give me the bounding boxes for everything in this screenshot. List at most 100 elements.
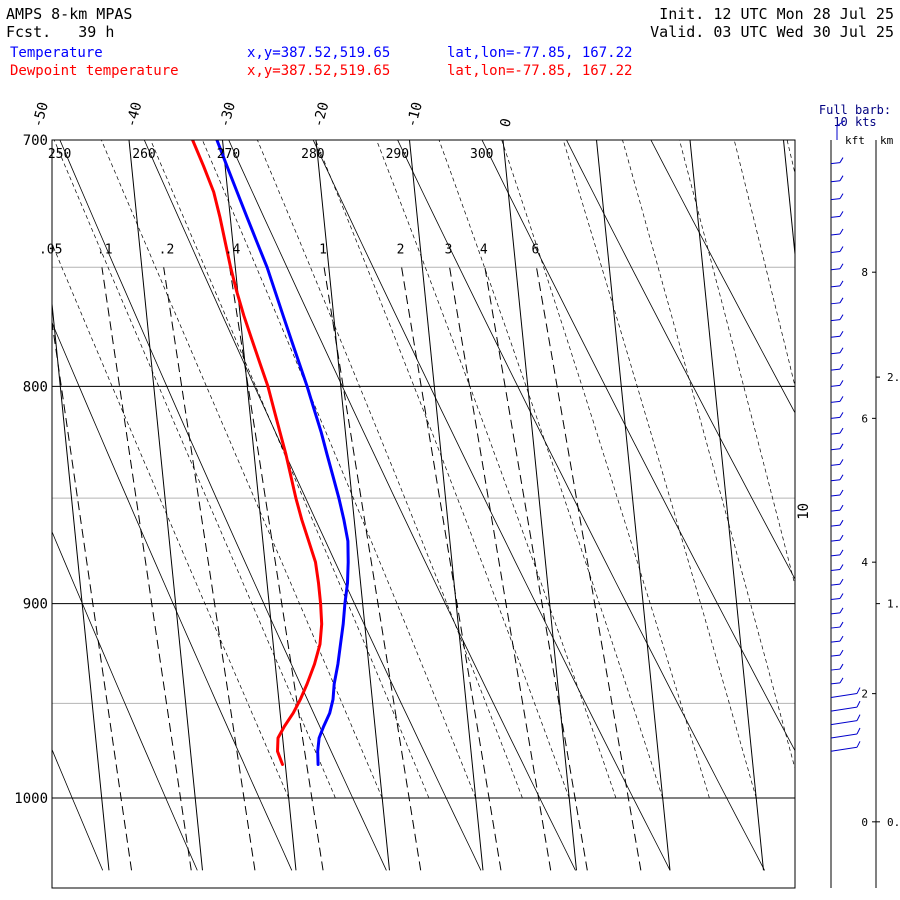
mixing-ratio-line: [484, 267, 588, 871]
wind-barb: [839, 534, 844, 541]
moist-adiabat: [438, 140, 664, 799]
dry-adiabat: [59, 140, 387, 871]
wind-barb: [830, 554, 841, 557]
isotherm: [502, 140, 577, 871]
dry-adiabat: [228, 140, 576, 871]
temperature-tick-label: -40: [123, 100, 145, 129]
kft-tick-label: 4: [861, 556, 868, 569]
dewpoint-legend-latlon: lat,lon=-77.85, 167.22: [447, 63, 633, 79]
wind-barb: [839, 228, 844, 235]
wind-barb: [830, 720, 858, 726]
wind-barb: [830, 668, 841, 671]
moist-adiabat: [53, 140, 336, 799]
moist-adiabat: [150, 140, 430, 799]
wind-barb: [856, 714, 861, 721]
barb-legend-title: Full barb:: [819, 103, 891, 117]
isotherm: [596, 140, 671, 871]
wind-barb: [839, 621, 844, 628]
wind-barb: [839, 280, 844, 287]
pressure-tick-label: 700: [23, 133, 48, 149]
wind-barb: [839, 578, 844, 585]
mixing-ratio-label: 3: [445, 242, 453, 257]
mixing-ratio-line: [163, 267, 256, 871]
wind-barb: [839, 246, 844, 252]
km-unit-label: km: [880, 134, 894, 147]
dry-adiabat: [397, 140, 765, 871]
wind-barb: [839, 549, 844, 556]
wind-barb: [839, 297, 844, 304]
wind-barb: [830, 612, 841, 615]
wind-barb: [839, 519, 844, 526]
mixing-ratio-line: [449, 267, 552, 871]
temperature-legend-label: Temperature: [10, 45, 103, 61]
dry-adiabat: [143, 140, 482, 871]
wind-barb: [839, 331, 844, 337]
mixing-ratio-label: 4: [480, 242, 488, 257]
wind-barb: [830, 432, 841, 435]
pressure-tick-label: 1000: [14, 791, 48, 807]
moist-adiabat: [202, 140, 477, 799]
wind-barb: [839, 263, 844, 269]
moist-adiabat: [622, 140, 795, 770]
mixing-ratio-label: .4: [225, 242, 241, 257]
kft-tick-label: 8: [861, 266, 868, 279]
temperature-legend-xy: x,y=387.52,519.65: [247, 45, 391, 61]
theta-label: 290: [386, 147, 409, 162]
kft-tick-label: 0: [861, 816, 868, 829]
wind-barb: [830, 215, 841, 218]
wind-barb: [830, 509, 841, 512]
wind-barb: [839, 564, 844, 570]
wind-barb: [839, 175, 844, 181]
temperature-tick-label: -30: [217, 100, 239, 129]
wind-barb: [830, 302, 841, 305]
mixing-ratio-label: .2: [159, 242, 175, 257]
dewpoint-profile: [191, 140, 324, 766]
isotherm: [128, 140, 203, 871]
moist-adiabat: [786, 140, 795, 176]
theta-label: 260: [132, 147, 155, 162]
wind-barb: [830, 198, 841, 201]
moist-adiabat: [376, 140, 617, 799]
wind-barb: [839, 635, 844, 642]
km-tick-label: 0.: [887, 816, 900, 829]
moist-adiabat: [257, 140, 523, 799]
wind-barb: [839, 593, 844, 599]
wind-barb: [830, 479, 841, 482]
mixing-ratio-line: [401, 267, 502, 871]
isotherm: [315, 140, 390, 871]
mixing-ratio-line: [52, 318, 133, 871]
dry-adiabat: [566, 140, 795, 580]
wind-barb: [830, 539, 841, 542]
dry-adiabat: [312, 140, 671, 871]
moist-adiabat: [679, 140, 795, 587]
wind-barb: [839, 412, 844, 418]
dry-adiabat: [52, 321, 293, 871]
wind-barb: [856, 700, 861, 708]
moist-adiabat: [501, 140, 710, 799]
temperature-legend-latlon: lat,lon=-77.85, 167.22: [447, 45, 633, 61]
wind-barb: [830, 682, 841, 685]
moist-adiabat: [315, 140, 570, 799]
dry-adiabat: [52, 530, 198, 871]
wind-barb: [830, 598, 841, 601]
wind-barb: [839, 363, 844, 370]
wind-barb: [839, 459, 844, 465]
mixing-ratio-label: .1: [97, 242, 113, 257]
wind-barb: [830, 368, 841, 371]
wind-barb: [839, 443, 844, 450]
mixing-ratio-label: 2: [397, 242, 405, 257]
wind-barb: [830, 693, 858, 699]
wind-barb: [830, 233, 841, 236]
theta-label: 280: [301, 147, 324, 162]
wind-barb: [830, 250, 841, 253]
wind-barb: [830, 448, 841, 451]
km-tick-label: 2.: [887, 371, 900, 384]
wind-barb: [839, 677, 844, 684]
wind-barb: [830, 463, 841, 466]
model-title: AMPS 8-km MPAS: [6, 5, 133, 23]
kft-unit-label: kft: [845, 134, 865, 147]
wind-barb: [839, 193, 844, 199]
wind-barb: [830, 352, 841, 355]
wind-barb: [839, 380, 844, 386]
